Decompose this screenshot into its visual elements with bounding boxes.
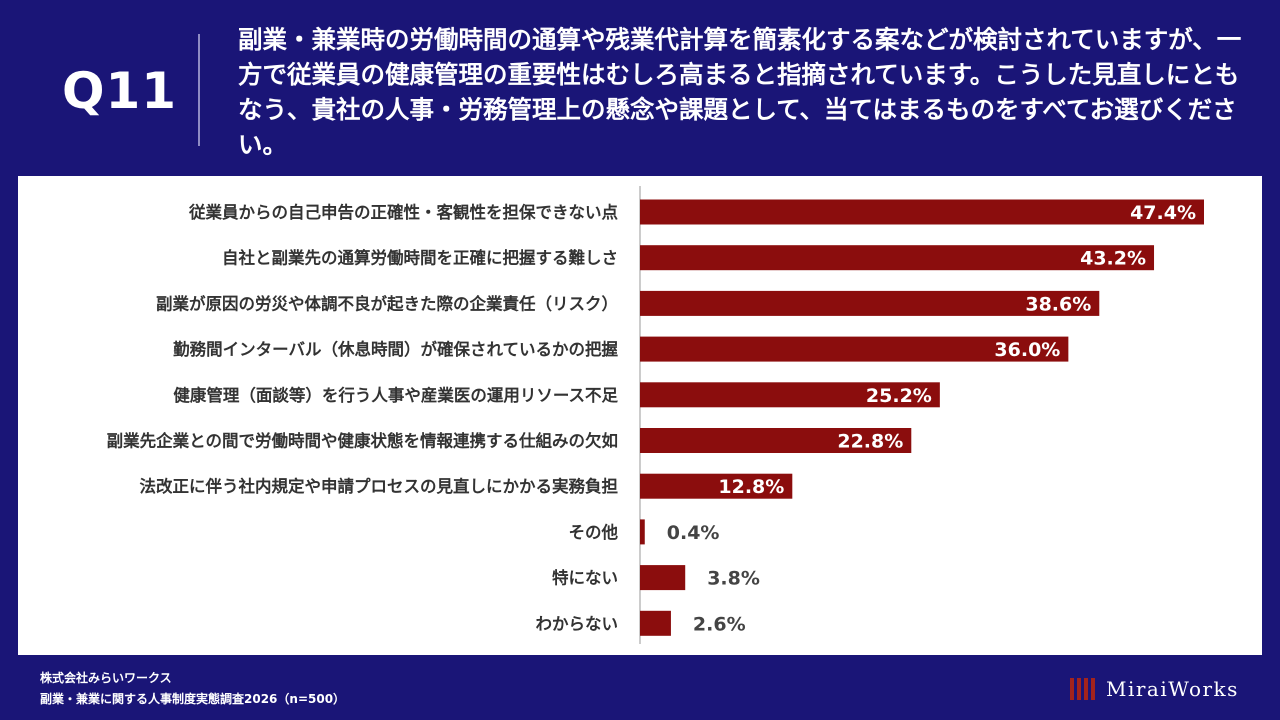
- category-label: わからない: [536, 614, 619, 633]
- question-number: Q11: [62, 62, 178, 120]
- bar: [640, 245, 1155, 271]
- value-label: 2.6%: [693, 613, 746, 635]
- category-label: 健康管理（面談等）を行う人事や産業医の運用リソース不足: [173, 385, 618, 405]
- header-divider: [198, 34, 200, 146]
- category-label: 勤務間インターバル（休息時間）が確保されているかの把握: [173, 339, 618, 359]
- category-label: 副業が原因の労災や体調不良が起きた際の企業責任（リスク）: [156, 293, 618, 313]
- bar: [640, 519, 645, 545]
- bar: [640, 336, 1069, 362]
- bar: [640, 610, 671, 636]
- category-label: その他: [569, 522, 619, 542]
- chart-panel: 従業員からの自己申告の正確性・客観性を担保できない点 47.4% 自社と副業先の通算…: [18, 176, 1262, 655]
- header: Q11 副業・兼業時の労働時間の通算や残業代計算を簡素化する案などが検討されてい…: [0, 0, 1280, 172]
- value-label: 22.8%: [837, 431, 903, 453]
- logo-mark-icon: [1070, 678, 1095, 700]
- bar: [640, 428, 912, 453]
- value-label: 25.2%: [866, 385, 932, 407]
- footer-survey: 副業・兼業に関する人事制度実態調査2026（n=500）: [40, 692, 346, 706]
- value-label: 0.4%: [667, 522, 720, 544]
- value-label: 3.8%: [707, 568, 760, 590]
- value-label: 47.4%: [1130, 202, 1196, 224]
- question-text: 副業・兼業時の労働時間の通算や残業代計算を簡素化する案などが検討されていますが、…: [238, 25, 1242, 159]
- bar-chart: 従業員からの自己申告の正確性・客観性を担保できない点 47.4% 自社と副業先の通算…: [107, 186, 1204, 644]
- company-logo: MiraiWorks: [1068, 676, 1239, 702]
- footer-company: 株式会社みらいワークス: [40, 671, 172, 685]
- category-label: 副業先企業との間で労働時間や健康状態を情報連携する仕組みの欠如: [107, 431, 618, 451]
- category-label: 自社と副業先の通算労働時間を正確に把握する難しさ: [222, 248, 618, 268]
- category-label: 特にない: [552, 568, 618, 588]
- bar: [640, 473, 793, 499]
- bar: [640, 199, 1204, 225]
- category-label: 従業員からの自己申告の正確性・客観性を担保できない点: [188, 202, 619, 222]
- bar: [640, 565, 686, 591]
- bar: [640, 290, 1100, 316]
- footer: 株式会社みらいワークス 副業・兼業に関する人事制度実態調査2026（n=500）: [40, 668, 345, 710]
- value-label: 12.8%: [718, 476, 784, 498]
- value-label: 43.2%: [1080, 248, 1146, 270]
- category-label: 法改正に伴う社内規定や申請プロセスの見直しにかかる実務負担: [140, 476, 619, 496]
- logo-text: MiraiWorks: [1106, 677, 1239, 701]
- value-label: 36.0%: [994, 339, 1060, 361]
- bar: [640, 382, 940, 408]
- value-label: 38.6%: [1025, 293, 1091, 315]
